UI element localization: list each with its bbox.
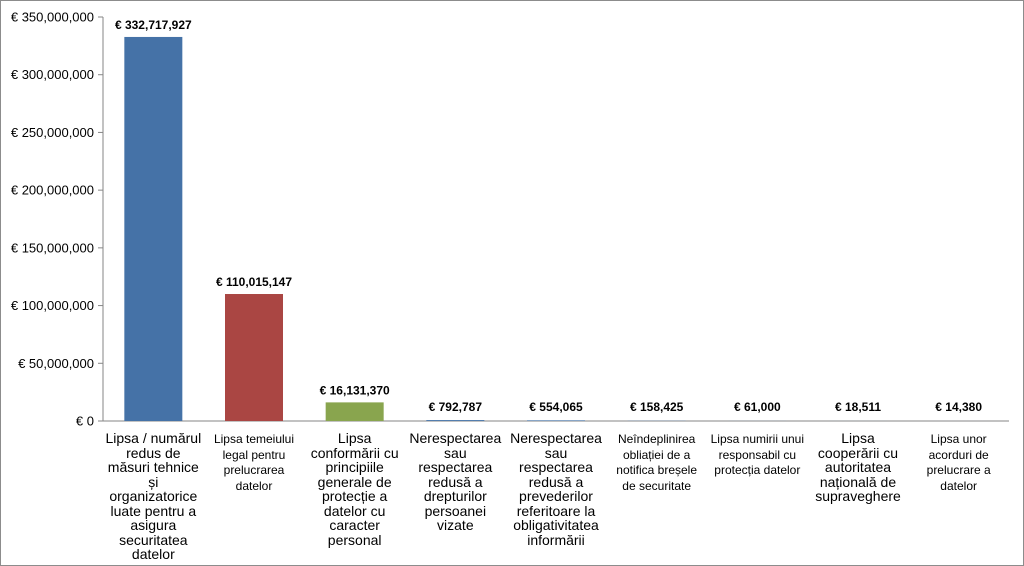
y-tick-label: € 200,000,000: [11, 183, 94, 198]
category-label-1: Lipsa / numărul redus de măsuri tehnice …: [105, 430, 202, 562]
y-tick-label: € 250,000,000: [11, 125, 94, 140]
category-label-7: Lipsa numirii unui responsabil cu protec…: [710, 432, 805, 477]
category-label-8: Lipsa cooperării cu autoritatea național…: [815, 430, 901, 504]
category-label-2: Lipsa temeiului legal pentru prelucrarea…: [213, 432, 295, 493]
data-label-7: € 61,000: [734, 400, 781, 414]
y-tick-label: € 150,000,000: [11, 240, 94, 255]
data-label-6: € 158,425: [630, 400, 684, 414]
y-tick-label: € 50,000,000: [18, 356, 94, 371]
bar-1: [124, 36, 183, 421]
data-label-9: € 14,380: [935, 400, 982, 414]
data-labels-group: € 332,717,927 € 110,015,147 € 16,131,370 € …: [115, 18, 982, 414]
category-label-5: Nerespectarea sau respectarea redusă a p…: [510, 430, 602, 548]
category-label-9: Lipsa unor acorduri de prelucrare a date…: [926, 432, 991, 493]
category-label-6: Neîndeplinirea obliației de a notifica b…: [616, 432, 698, 493]
y-tick-label: € 100,000,000: [11, 298, 94, 313]
data-label-2: € 110,015,147: [216, 275, 292, 289]
y-axis-ticks: € 0 € 50,000,000 € 100,000,000 € 150,000,00…: [11, 10, 103, 429]
bar-5: [527, 420, 585, 421]
category-label-3: Lipsa conformării cu principiile general…: [310, 430, 399, 548]
y-tick-label: € 300,000,000: [11, 67, 94, 82]
bars-group: [124, 36, 988, 421]
data-label-1: € 332,717,927: [115, 18, 192, 32]
data-label-5: € 554,065: [529, 400, 583, 414]
data-label-4: € 792,787: [429, 400, 483, 414]
bar-4: [426, 420, 485, 421]
data-label-8: € 18,511: [835, 400, 881, 414]
bar-3: [325, 402, 384, 421]
data-label-3: € 16,131,370: [320, 383, 390, 397]
bar-2: [225, 294, 283, 421]
y-tick-label: € 0: [76, 414, 94, 429]
category-label-4: Nerespectarea sau respectarea redusă a d…: [409, 430, 502, 533]
y-tick-label: € 350,000,000: [11, 10, 94, 25]
